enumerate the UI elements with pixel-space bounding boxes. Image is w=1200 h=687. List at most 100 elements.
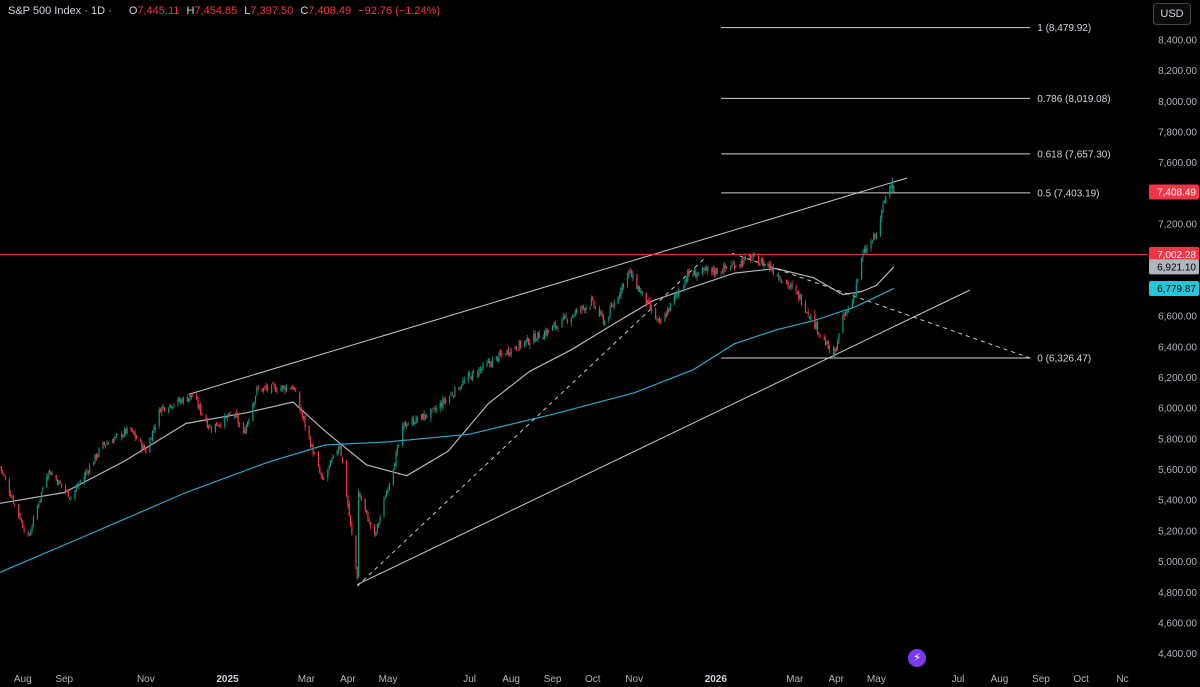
candle-body [218,424,221,426]
candle-body [585,307,587,311]
candle-body [861,257,863,279]
candle [827,339,829,350]
candle-body [893,186,895,193]
candle [677,287,679,300]
candle-body [435,407,437,412]
candle-body [590,298,592,306]
candle-body [688,269,690,275]
candle [83,472,85,485]
candle [78,481,80,489]
candle-body [97,455,99,457]
candle [890,182,892,193]
candle [28,532,31,536]
candle [692,270,694,278]
candle-body [731,264,733,266]
candle [218,424,221,428]
candle [383,496,385,519]
candle [131,428,134,433]
candle [695,268,697,278]
candle-body [125,429,127,434]
candle-body [458,387,460,390]
candle-body [253,402,255,406]
candle [870,238,872,252]
candle [10,489,12,498]
candle [254,395,257,405]
symbol-label[interactable]: S&P 500 Index · 1D · [8,5,112,17]
candle-body [11,496,13,498]
candle-body [38,503,40,507]
candle-body [189,395,191,399]
candle-body [366,509,368,513]
candle-body [292,385,294,389]
candle-body [584,308,586,311]
candle-body [770,263,772,269]
candle-body [444,399,447,404]
candle-body [816,322,819,334]
candle-body [51,474,53,475]
candle-body [703,268,705,270]
candle [58,479,60,486]
candle [636,273,638,290]
candle-body [885,196,887,204]
candle [39,498,41,504]
candle [760,256,762,264]
candle-body [572,315,574,317]
candle-body [865,248,867,253]
candle-body [341,457,344,464]
candle [359,491,361,498]
lightning-icon[interactable]: ⚡ [908,649,926,667]
candle [190,394,192,400]
currency-button[interactable]: USD [1153,3,1191,25]
high-label: H [186,5,195,17]
candle-body [273,385,275,386]
candle [819,334,821,339]
candle-body [70,497,72,499]
time-axis-label: Jul [463,674,476,685]
candle-body [649,302,651,309]
candle-body [406,425,408,427]
candle-body [205,415,207,422]
candle [11,494,13,499]
candle [808,316,811,320]
candle-body [517,350,519,352]
candle [543,330,546,341]
candle-body [819,334,821,336]
candle-body [490,362,492,366]
candle [617,295,619,305]
candle-body [396,446,398,454]
candle [534,330,536,343]
candle-body [412,418,415,425]
candle-body [442,398,444,408]
candle [763,260,765,270]
open-label: O [128,5,138,17]
candle-body [543,332,546,340]
candle-body [364,498,366,511]
candle [403,422,405,432]
candle-body [754,253,756,256]
candle-body [486,362,488,366]
candle [210,426,213,434]
time-axis-label: Sep [55,674,73,685]
candle [565,312,567,319]
candle [685,276,687,284]
candle [300,406,302,414]
candle-body [640,291,642,294]
candle [19,512,21,521]
candle [295,388,297,393]
candles [0,177,895,580]
candle-body [676,293,678,295]
candle-body [121,433,123,438]
candle-body [394,464,396,470]
candle [834,347,836,358]
candle-body [55,475,57,480]
time-axis-label: Aug [502,674,520,685]
price-axis-label: 5,600.00 [1158,465,1197,476]
candle [404,420,407,427]
candle [139,438,142,442]
candle-body [75,487,77,491]
candle-body [720,272,722,274]
candle-body [537,331,539,340]
candle [355,535,357,570]
candle-body [402,426,404,446]
